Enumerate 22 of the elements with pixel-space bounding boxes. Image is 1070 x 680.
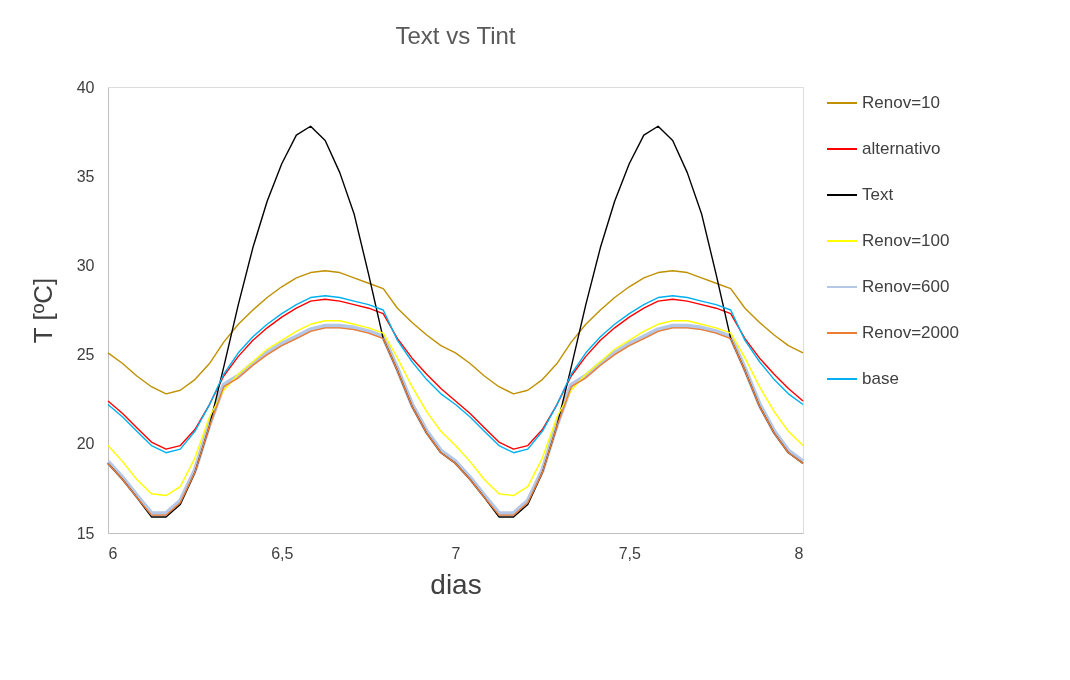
legend-label: Renov=600 — [862, 277, 950, 296]
x-tick-label: 7 — [451, 544, 461, 562]
y-axis-title: T [ºC] — [27, 277, 58, 344]
legend-label: base — [862, 369, 899, 388]
legend-label: alternativo — [862, 139, 941, 158]
legend-label: Renov=10 — [862, 93, 940, 112]
legend-label: Renov=2000 — [862, 323, 959, 342]
y-tick-label: 20 — [76, 435, 95, 453]
x-tick-label: 7,5 — [618, 544, 641, 562]
y-tick-label: 25 — [76, 346, 95, 364]
legend-label: Text — [862, 185, 894, 204]
legend-label: Renov=100 — [862, 231, 950, 250]
x-tick-label: 8 — [794, 544, 804, 562]
y-tick-label: 30 — [76, 256, 95, 274]
line-series — [107, 270, 804, 395]
chart-title: Text vs Tint — [395, 22, 516, 49]
y-tick-label: 15 — [76, 524, 95, 542]
x-tick-label: 6,5 — [271, 544, 294, 562]
x-tick-label: 6 — [108, 544, 118, 562]
y-tick-label: 40 — [76, 78, 95, 96]
y-tick-label: 35 — [76, 167, 95, 185]
x-axis-title: dias — [430, 568, 482, 600]
